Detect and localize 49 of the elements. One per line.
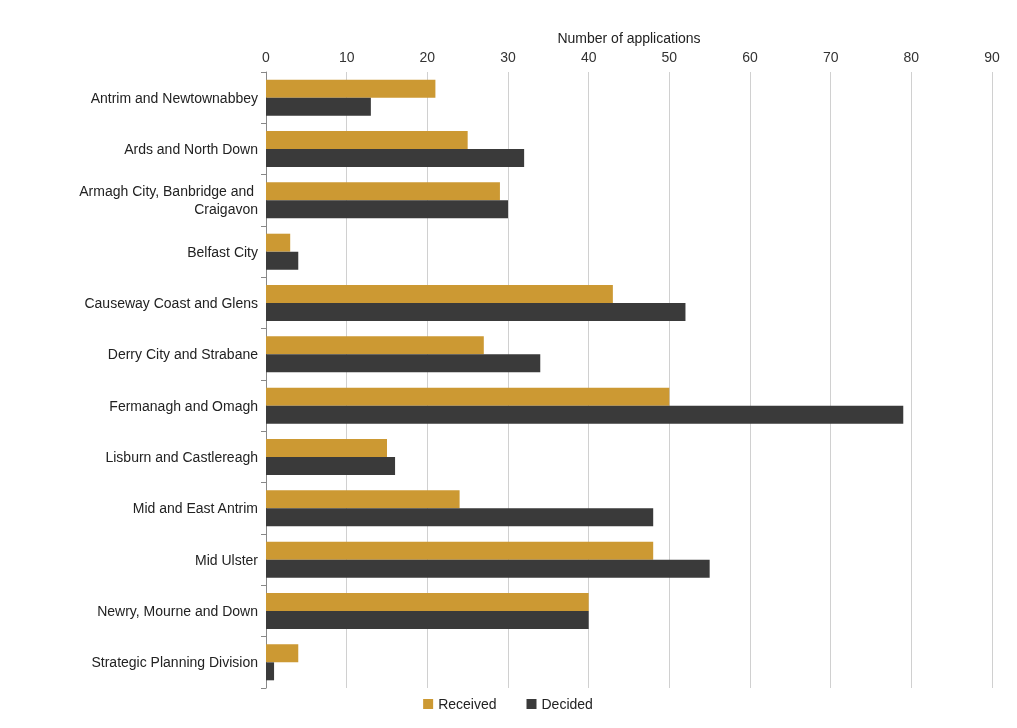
bar — [266, 200, 508, 219]
x-axis-title: Number of applications — [557, 30, 701, 47]
y-tick-label: Newry, Mourne and Down — [97, 603, 258, 619]
x-tick-label: 70 — [822, 49, 839, 65]
y-tick-label: Mid Ulster — [194, 551, 259, 568]
y-tick-label: Strategic Planning Division — [91, 654, 258, 671]
y-tick-label: Ards and North Down — [124, 141, 258, 157]
bar — [266, 457, 396, 475]
y-tick-label: Mid and East Antrim — [132, 500, 258, 517]
bar — [266, 79, 436, 98]
bar — [266, 97, 371, 116]
bar — [266, 541, 654, 560]
x-tick-label: 30 — [500, 49, 516, 65]
x-tick-label: 0 — [262, 49, 271, 65]
bar — [266, 336, 484, 355]
x-tick-label: 50 — [661, 49, 678, 65]
bar — [266, 131, 468, 149]
bar — [266, 387, 670, 406]
y-tick-label: Fermanagh and Omagh — [109, 397, 258, 414]
legend-label: Received — [438, 696, 497, 712]
y-tick-label: Derry City and Strabane — [107, 346, 259, 363]
bar — [266, 303, 686, 321]
bar — [266, 611, 589, 629]
bar — [266, 405, 904, 424]
bar — [266, 439, 387, 457]
x-tick-label: 90 — [984, 49, 1000, 65]
y-tick-label: Lisburn and Castlereagh — [105, 449, 258, 465]
x-tick-label: 80 — [903, 49, 920, 65]
bar — [266, 559, 710, 578]
legend-label: Decided — [541, 696, 593, 712]
y-tick-label: Belfast City — [187, 243, 258, 260]
bar — [266, 233, 291, 252]
bar — [266, 593, 589, 611]
y-tick-label: Armagh City, Banbridge and Craigavon — [79, 183, 258, 218]
bar — [266, 508, 654, 527]
bar — [266, 251, 299, 270]
bar — [266, 490, 460, 509]
bar — [266, 285, 613, 303]
x-tick-label: 60 — [742, 49, 758, 65]
bar — [266, 644, 299, 663]
bar — [266, 149, 525, 167]
x-tick-label: 40 — [580, 49, 597, 65]
y-tick-label: Antrim and Newtownabbey — [90, 89, 258, 106]
x-tick-label: 20 — [419, 49, 436, 65]
bar — [266, 662, 275, 681]
bar — [266, 354, 541, 373]
x-tick-label: 10 — [338, 49, 355, 65]
y-tick-label: Causeway Coast and Glens — [84, 295, 258, 311]
bar — [266, 182, 500, 201]
